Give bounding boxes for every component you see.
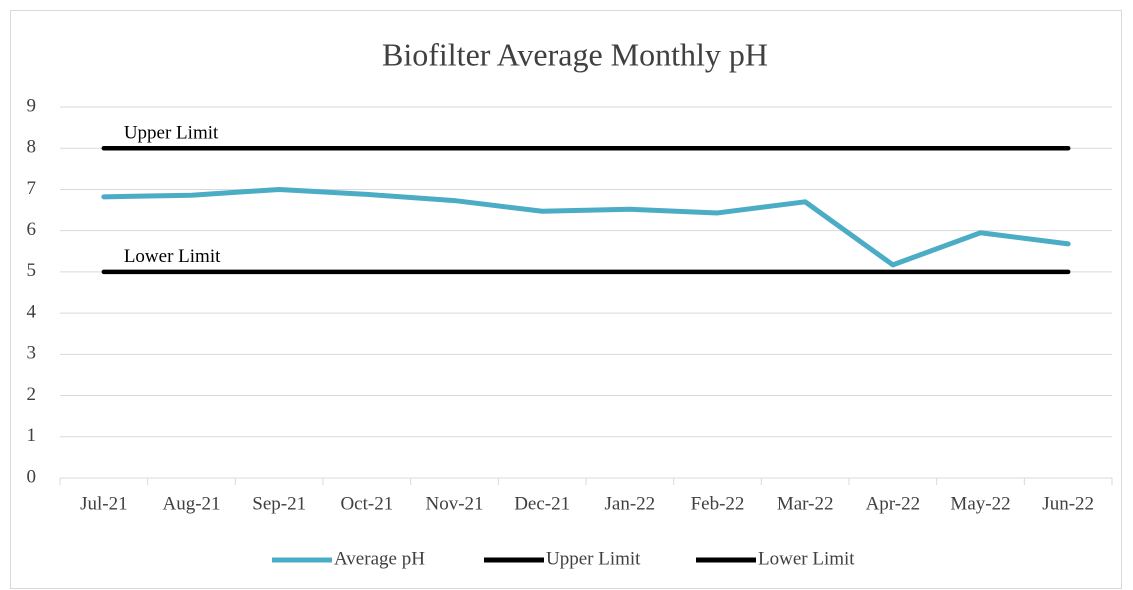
x-tick-label: Sep-21 [252, 493, 306, 514]
x-tick-label: Feb-22 [691, 493, 745, 514]
y-tick-label: 3 [27, 343, 37, 364]
legend-label: Lower Limit [758, 548, 855, 569]
x-tick-label: Jan-22 [605, 493, 656, 514]
chart-title: Biofilter Average Monthly pH [382, 36, 768, 72]
x-tick-label: Aug-21 [162, 493, 220, 514]
x-tick-label: Apr-22 [866, 493, 921, 514]
x-tick-label: Nov-21 [425, 493, 483, 514]
y-tick-label: 5 [27, 260, 37, 281]
annotation: Lower Limit [124, 246, 221, 267]
legend-label: Average pH [334, 548, 425, 569]
y-tick-label: 4 [27, 301, 37, 322]
y-tick-label: 0 [27, 466, 37, 487]
x-tick-label: Jun-22 [1042, 493, 1094, 514]
x-tick-label: Mar-22 [777, 493, 834, 514]
x-tick-label: May-22 [950, 493, 1010, 514]
series-line [101, 186, 1071, 268]
y-tick-label: 7 [27, 178, 37, 199]
y-tick-label: 6 [27, 219, 37, 240]
y-tick-label: 8 [27, 137, 37, 158]
x-tick-label: Jul-21 [80, 493, 128, 514]
legend-label: Upper Limit [546, 548, 641, 569]
x-tick-label: Dec-21 [514, 493, 570, 514]
y-tick-label: 9 [27, 95, 37, 116]
x-tick-label: Oct-21 [340, 493, 393, 514]
y-tick-label: 1 [27, 425, 37, 446]
y-tick-label: 2 [27, 384, 37, 405]
annotation: Upper Limit [124, 123, 219, 144]
